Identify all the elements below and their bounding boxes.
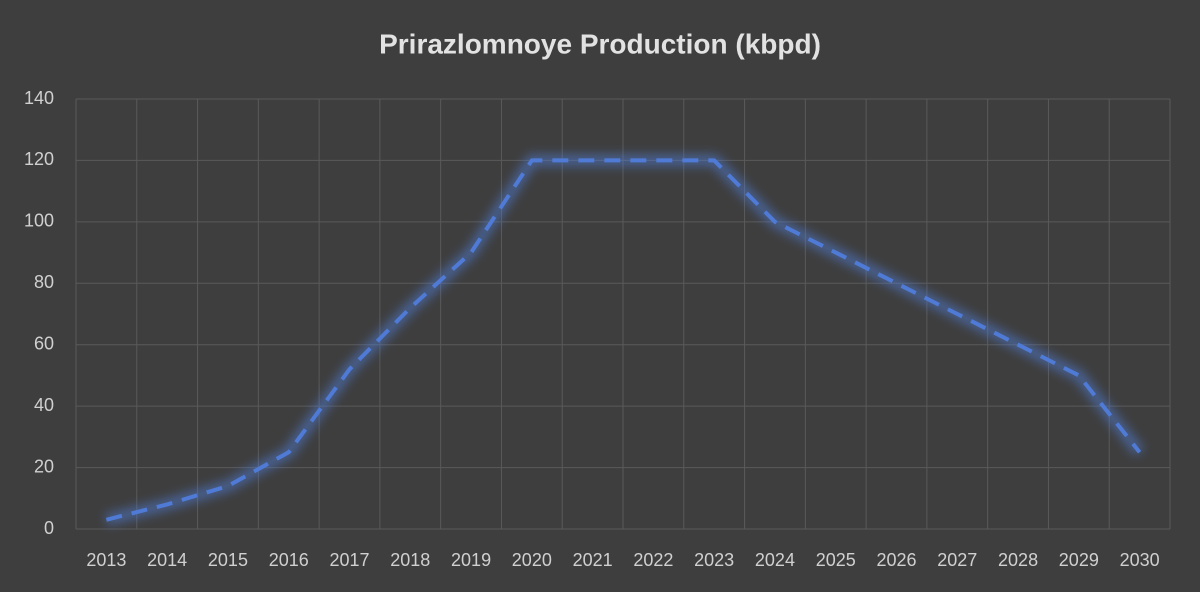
x-tick-label: 2030 — [1120, 550, 1160, 570]
x-tick-label: 2028 — [998, 550, 1038, 570]
y-tick-label: 140 — [24, 88, 54, 108]
grid — [75, 98, 1171, 530]
x-tick-label: 2014 — [147, 550, 187, 570]
x-tick-label: 2018 — [390, 550, 430, 570]
x-tick-label: 2026 — [876, 550, 916, 570]
x-tick-label: 2015 — [208, 550, 248, 570]
x-tick-label: 2023 — [694, 550, 734, 570]
chart-title: Prirazlomnoye Production (kbpd) — [379, 28, 821, 59]
line — [105, 158, 1142, 522]
x-tick-label: 2022 — [633, 550, 673, 570]
y-tick-label: 60 — [34, 333, 54, 353]
x-tick-label: 2019 — [451, 550, 491, 570]
x-tick-label: 2020 — [512, 550, 552, 570]
x-tick-label: 2024 — [755, 550, 795, 570]
x-tick-label: 2017 — [329, 550, 369, 570]
y-tick-label: 0 — [44, 518, 54, 538]
x-tick-label: 2021 — [573, 550, 613, 570]
x-tick-label: 2016 — [269, 550, 309, 570]
y-tick-label: 120 — [24, 149, 54, 169]
y-tick-label: 40 — [34, 395, 54, 415]
x-tick-label: 2029 — [1059, 550, 1099, 570]
y-tick-label: 80 — [34, 272, 54, 292]
x-tick-label: 2025 — [816, 550, 856, 570]
plot — [104, 154, 1145, 526]
y-tick-label: 20 — [34, 456, 54, 476]
x-tick-label: 2013 — [86, 550, 126, 570]
y-tick-label: 100 — [24, 211, 54, 231]
x-tick-label: 2027 — [937, 550, 977, 570]
